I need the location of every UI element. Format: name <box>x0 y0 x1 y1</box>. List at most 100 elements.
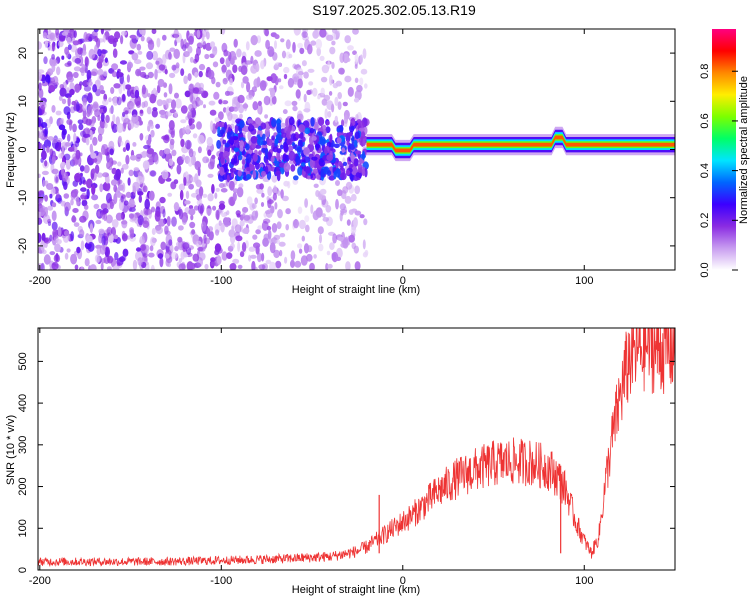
spectrogram-speckle <box>207 69 215 80</box>
spectrogram-speckle <box>195 240 202 247</box>
spectrogram-speckle <box>279 85 284 90</box>
spectrogram-cluster <box>326 170 332 176</box>
spectrogram-cluster <box>314 121 319 131</box>
spectrogram-speckle <box>362 239 366 250</box>
spectrogram-speckle <box>67 60 72 66</box>
spectrogram-speckle <box>87 92 93 104</box>
spectrogram-cluster <box>270 155 275 163</box>
spectrogram-speckle <box>74 172 82 183</box>
spectrogram-speckle <box>325 205 332 213</box>
spectrogram-speckle <box>242 76 249 84</box>
spectrogram-speckle <box>189 221 196 229</box>
spectrogram-speckle <box>337 189 343 197</box>
spectrogram-speckle <box>201 221 207 232</box>
spectrogram-speckle <box>300 255 308 266</box>
spectrogram-speckle <box>61 145 65 155</box>
spectrogram-speckle <box>212 61 219 68</box>
spectrogram-speckle <box>79 38 85 44</box>
spectrogram-speckle <box>352 29 359 35</box>
spectrogram-speckle <box>281 50 287 59</box>
spectrogram-speckle <box>251 86 257 93</box>
spectrogram-cluster <box>287 128 291 133</box>
spectrogram-cluster <box>326 120 330 126</box>
spectrogram-speckle <box>248 246 256 252</box>
spectrogram-speckle <box>155 60 160 65</box>
spectrogram-speckle <box>196 46 201 56</box>
spectrogram-speckle <box>44 126 49 137</box>
spectrogram-speckle <box>171 216 177 227</box>
spectrogram-speckle <box>154 68 158 80</box>
spectrogram-speckle <box>153 87 157 94</box>
spectrogram-speckle <box>170 252 178 259</box>
spectrogram-cluster <box>245 174 252 180</box>
spectrogram-cluster <box>312 168 319 174</box>
spectrogram-speckle <box>38 173 41 178</box>
spectrogram-speckle <box>52 202 57 208</box>
spectrogram-speckle <box>143 100 149 108</box>
spectrogram-speckle <box>91 168 96 174</box>
spectrogram-speckle <box>75 101 80 112</box>
spectrogram-speckle <box>159 149 164 157</box>
spectrogram-speckle <box>61 98 67 105</box>
spectrogram-speckle <box>163 92 168 98</box>
y-tick-label: 10 <box>17 95 29 107</box>
spectrogram-speckle <box>304 198 308 208</box>
spectrogram-cluster <box>220 156 225 164</box>
spectrogram-cluster <box>288 150 296 161</box>
spectrogram-speckle <box>263 29 269 36</box>
spectrogram-speckle <box>219 200 225 205</box>
spectrogram-x-ticks: -200 -100 0 100 <box>29 29 593 287</box>
spectrogram-cluster <box>215 121 222 127</box>
spectrogram-cluster <box>329 133 333 144</box>
spectrogram-speckle <box>319 55 325 62</box>
spectrogram-speckle <box>328 91 333 96</box>
spectrogram-speckle <box>127 61 133 69</box>
spectrogram-speckle <box>277 209 283 219</box>
spectrogram-cluster <box>304 127 311 135</box>
snr-y-axis-label: SNR (10 * v/v) <box>5 415 17 485</box>
spectrogram-speckle <box>303 108 311 113</box>
spectrogram-speckle <box>101 258 106 264</box>
spectrogram-cluster <box>290 164 296 172</box>
spectrogram-speckle <box>347 45 354 51</box>
snr-x-axis-label: Height of straight line (km) <box>292 584 420 596</box>
spectrogram-speckle <box>131 52 139 61</box>
spectrogram-speckle <box>254 50 262 57</box>
spectrogram-speckle <box>82 108 87 119</box>
spectrogram-speckle <box>171 149 177 157</box>
spectrogram-speckle <box>79 229 85 238</box>
spectrogram-speckle <box>250 65 258 74</box>
spectrogram-speckle <box>164 68 168 75</box>
spectrogram-speckle <box>70 231 75 242</box>
spectrogram-speckle <box>78 123 84 131</box>
spectrogram-speckle <box>237 94 245 104</box>
spectrogram-speckle <box>62 128 67 136</box>
spectrogram-cluster <box>311 156 318 161</box>
spectrogram-cluster <box>305 166 311 174</box>
spectrogram-speckle <box>353 217 358 228</box>
spectrogram-y-ticks: 20 10 0 -10 -20 <box>17 47 675 254</box>
spectrogram-speckle <box>220 29 226 35</box>
spectrogram-speckle <box>105 114 110 124</box>
spectrogram-marks <box>38 29 675 270</box>
x-tick-label: -200 <box>29 575 51 587</box>
spectrogram-cluster <box>360 153 366 159</box>
chart-title: S197.2025.302.05.13.R19 <box>312 2 476 18</box>
spectrogram-cluster <box>356 119 362 124</box>
spectrogram-cluster <box>280 144 284 150</box>
snr-series-line <box>38 328 675 568</box>
spectrogram-speckle <box>137 257 143 266</box>
spectrogram-speckle <box>326 250 331 256</box>
spectrogram-speckle <box>253 78 260 88</box>
spectrogram-speckle <box>121 233 128 242</box>
spectrogram-speckle <box>185 42 190 47</box>
spectrogram-speckle <box>344 35 352 44</box>
spectrogram-cluster <box>237 170 242 177</box>
spectrogram-cluster <box>326 154 334 162</box>
spectrogram-speckle <box>260 60 265 70</box>
spectrogram-speckle <box>329 46 336 55</box>
spectrogram-speckle <box>307 44 313 55</box>
spectrogram-speckle <box>51 221 58 231</box>
spectrogram-speckle <box>233 38 238 48</box>
y-tick-label: 200 <box>17 477 29 495</box>
